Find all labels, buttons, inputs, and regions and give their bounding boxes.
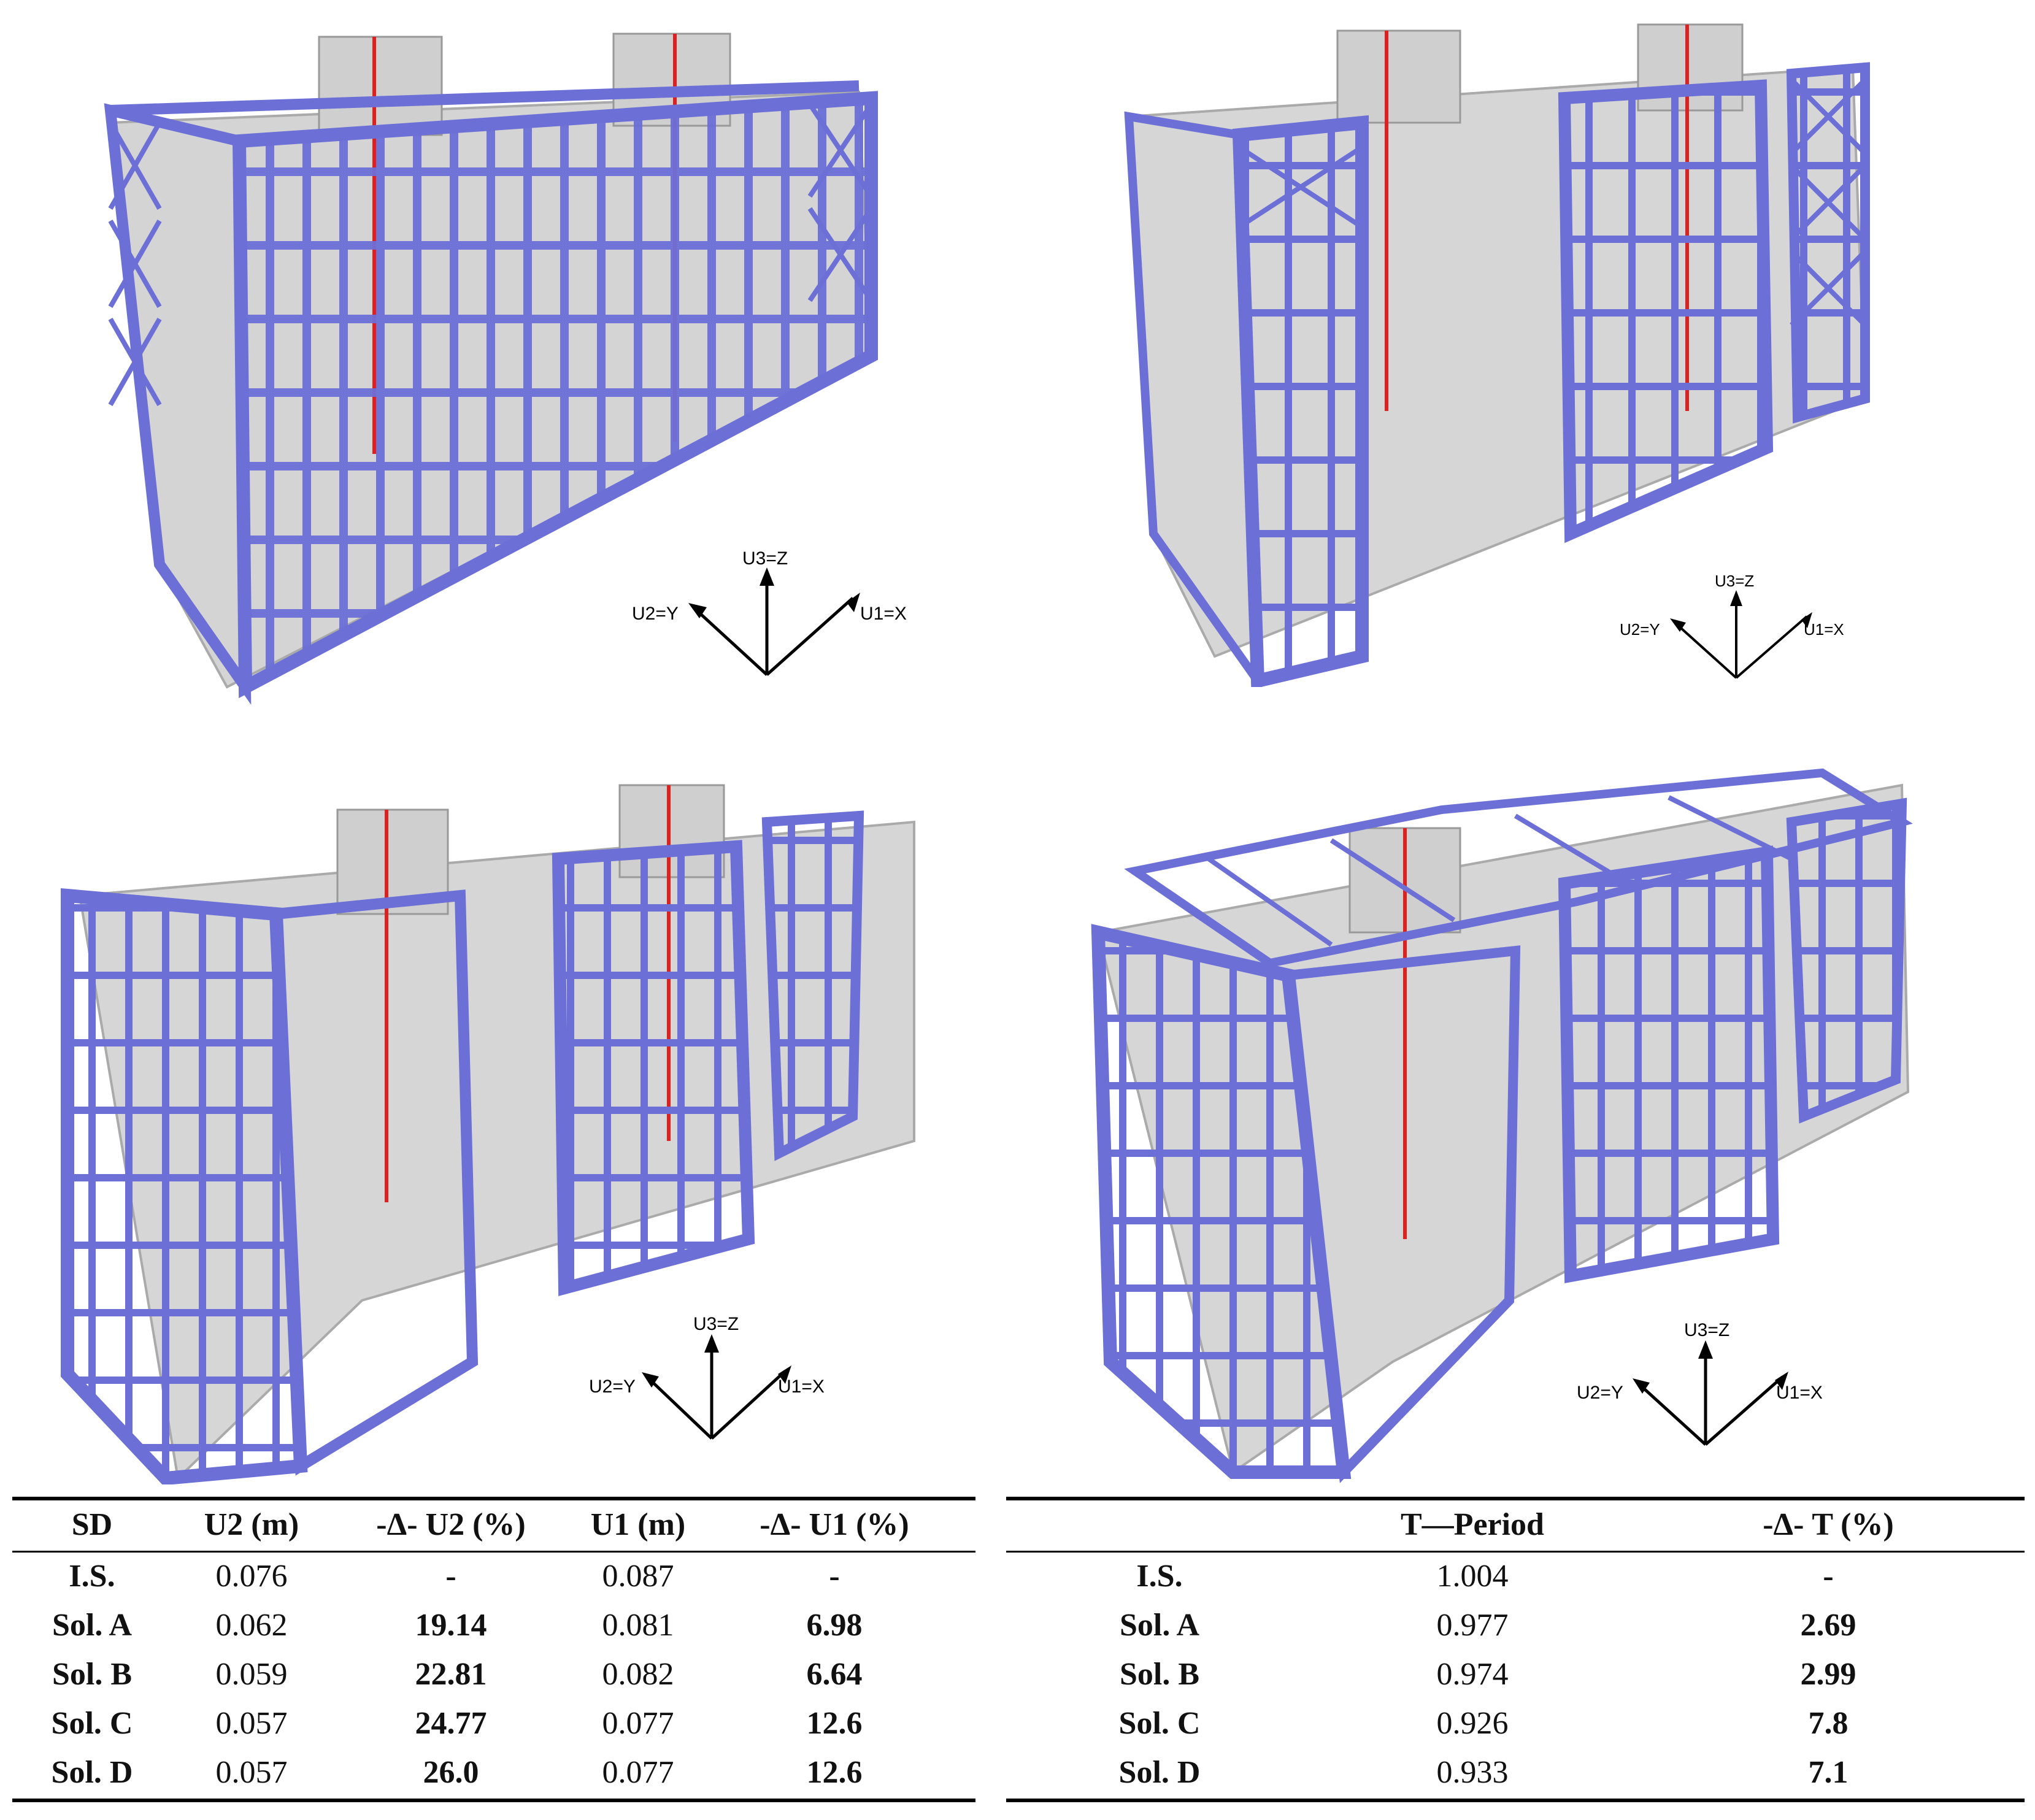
table-cell: 0.057 <box>215 1706 288 1741</box>
row-label: Sol. C <box>51 1706 133 1741</box>
axis-y-label: U2=Y <box>1620 620 1660 639</box>
row-label: Sol. C <box>1118 1706 1201 1741</box>
table-cell: 0.077 <box>602 1706 674 1741</box>
axis-y-label: U2=Y <box>1577 1383 1623 1403</box>
displacement-table: SD U2 (m) -Δ- U2 (%) U1 (m) -Δ- U1 (%) I… <box>12 1497 975 1803</box>
table-cell: 1.004 <box>1436 1559 1509 1594</box>
model-view-solution-b <box>1117 18 1883 687</box>
axis-y-label: U2=Y <box>589 1377 636 1397</box>
axis-z-label: U3=Z <box>693 1314 739 1334</box>
model-view-solution-a <box>86 25 963 724</box>
table-cell: 0.082 <box>602 1657 674 1692</box>
row-label: Sol. B <box>1119 1657 1200 1692</box>
table-cell: - <box>1823 1559 1834 1594</box>
col-header-u2: U2 (m) <box>204 1507 299 1542</box>
table-cell: 26.0 <box>423 1755 479 1790</box>
row-label: Sol. D <box>1118 1755 1201 1790</box>
axis-x-label: U1=X <box>1804 620 1844 639</box>
table-cell: 0.933 <box>1436 1755 1509 1790</box>
table-cell: 6.98 <box>806 1608 863 1643</box>
row-label: Sol. B <box>52 1657 133 1692</box>
axis-z-label: U3=Z <box>1715 572 1754 590</box>
top-rule <box>1006 1497 2025 1500</box>
table-cell: 12.6 <box>806 1755 863 1790</box>
table-cell: 0.977 <box>1436 1608 1509 1643</box>
row-label: I.S. <box>69 1559 115 1594</box>
axis-triad-4: U3=Z U2=Y U1=X <box>1577 1307 1847 1454</box>
col-header-du2: -Δ- U2 (%) <box>376 1507 526 1542</box>
col-header-period: T—Period <box>1401 1507 1544 1542</box>
bottom-rule <box>1006 1799 2025 1802</box>
axis-y-label: U2=Y <box>632 604 679 624</box>
table-cell: - <box>829 1559 840 1594</box>
table-cell: 7.8 <box>1808 1706 1848 1741</box>
table-cell: 19.14 <box>415 1608 487 1643</box>
table-cell: 0.926 <box>1436 1706 1509 1741</box>
axis-triad-2: U3=Z U2=Y U1=X <box>1620 564 1865 687</box>
col-header-dt: -Δ- T (%) <box>1763 1507 1894 1542</box>
row-label: Sol. A <box>1119 1608 1200 1643</box>
table-cell: 12.6 <box>806 1706 863 1741</box>
table-cell: 6.64 <box>806 1657 863 1692</box>
table-cell: 0.076 <box>215 1559 288 1594</box>
axis-x-label: U1=X <box>1776 1383 1823 1403</box>
axis-x-label: U1=X <box>778 1377 825 1397</box>
header-rule <box>1006 1551 2025 1553</box>
axis-triad-1: U3=Z U2=Y U1=X <box>632 540 951 687</box>
bottom-rule <box>12 1799 975 1802</box>
table-cell: 0.087 <box>602 1559 674 1594</box>
table-cell: 0.062 <box>215 1608 288 1643</box>
axis-z-label: U3=Z <box>742 548 788 569</box>
col-header-sd: SD <box>71 1507 113 1542</box>
header-rule <box>12 1551 975 1553</box>
table-cell: 0.974 <box>1436 1657 1509 1692</box>
model-view-solution-c <box>55 773 945 1484</box>
model-view-solution-d <box>1086 748 1920 1484</box>
table-cell: 0.059 <box>215 1657 288 1692</box>
table-cell: 2.99 <box>1800 1657 1856 1692</box>
axis-x-label: U1=X <box>860 604 907 624</box>
row-label: I.S. <box>1136 1559 1183 1594</box>
table-cell: - <box>445 1559 456 1594</box>
row-label: Sol. A <box>52 1608 133 1643</box>
top-rule <box>12 1497 975 1500</box>
table-cell: 22.81 <box>415 1657 487 1692</box>
table-cell: 2.69 <box>1800 1608 1856 1643</box>
table-cell: 24.77 <box>415 1706 487 1741</box>
col-header-du1: -Δ- U1 (%) <box>760 1507 909 1542</box>
table-cell: 7.1 <box>1808 1755 1848 1790</box>
table-cell: 0.057 <box>215 1755 288 1790</box>
row-label: Sol. D <box>51 1755 133 1790</box>
col-header-u1: U1 (m) <box>590 1507 686 1542</box>
axis-z-label: U3=Z <box>1684 1320 1729 1340</box>
table-cell: 0.077 <box>602 1755 674 1790</box>
period-table: T—Period -Δ- T (%) I.S. 1.004 - Sol. A 0… <box>1006 1497 2025 1803</box>
table-cell: 0.081 <box>602 1608 674 1643</box>
axis-triad-3: U3=Z U2=Y U1=X <box>589 1300 847 1448</box>
